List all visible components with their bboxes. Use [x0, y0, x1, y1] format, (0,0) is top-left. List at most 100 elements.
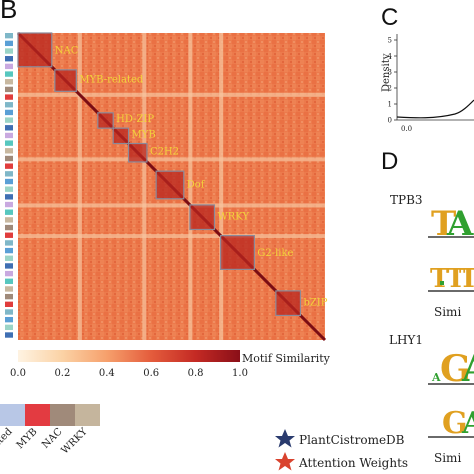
- legend-attention-weights: Attention Weights: [298, 456, 408, 470]
- svg-text:A: A: [461, 406, 474, 441]
- legend-label-myb: MYB: [15, 426, 40, 451]
- sidebar-segment: [5, 217, 13, 223]
- x-tick-label: 0.0: [401, 125, 412, 133]
- cluster-label-wrky: WRKY: [217, 212, 249, 223]
- motif-similarity-heatmap: NAC MYB-related HD-ZIP MYB C2H2 Dof WRKY G2-lik…: [0, 31, 331, 460]
- cluster-outline-hd-zip: [97, 112, 114, 129]
- y-tick-label: 5: [388, 37, 392, 45]
- cluster-label-myb: MYB: [132, 129, 156, 140]
- sidebar-segment: [5, 232, 13, 238]
- sidebar-segment: [5, 263, 13, 269]
- colorbar-tick-label: 0.6: [143, 368, 159, 379]
- cluster-block-dof: [156, 171, 184, 199]
- legend-swatch-related: [0, 404, 25, 426]
- sidebar-segment: [5, 178, 13, 185]
- plantcistromedb-star-icon: [275, 429, 295, 448]
- cluster-block-myb-related: [54, 69, 77, 92]
- legend-label-wrky: WRKY: [59, 426, 89, 456]
- cluster-label-bzip: bZIP: [303, 298, 327, 309]
- texture-stripe-h: [18, 157, 325, 162]
- sidebar-segment: [5, 79, 13, 85]
- sidebar-segment: [5, 224, 13, 231]
- cluster-labels: NAC MYB-related HD-ZIP MYB C2H2 Dof WRKY G2-lik…: [55, 45, 328, 308]
- motif-name-lhy1: LHY1: [389, 333, 423, 347]
- sidebar-segment: [5, 163, 13, 169]
- cluster-label-g2-like: G2-like: [257, 248, 293, 259]
- cluster-outline-g2-like: [220, 235, 255, 270]
- sidebar-segment: [5, 40, 13, 47]
- svg-text:A: A: [431, 371, 441, 384]
- y-ticks: 0 1 2 3 4 5: [388, 37, 397, 125]
- sidebar-segment: [5, 56, 13, 62]
- sidebar-segment: [5, 278, 13, 284]
- cluster-label-dof: Dof: [187, 180, 206, 191]
- cluster-label-c2h2: C2H2: [150, 147, 179, 158]
- texture-stripe-v: [77, 33, 82, 340]
- legend-label-related: related: [0, 426, 15, 460]
- motif-logos: TPB3 T A T T T Simi LHY1 A G A G A Simi …: [275, 193, 474, 471]
- sidebar-segment: [5, 201, 13, 208]
- sidebar-segment: [5, 194, 13, 200]
- svg-text:A: A: [461, 348, 474, 390]
- cluster-outline-nac: [17, 32, 53, 68]
- cluster-outline-myb-related: [54, 69, 77, 92]
- sidebar-segment: [5, 247, 13, 254]
- colorbar-tick-label: 0.0: [10, 368, 26, 379]
- texture-stripe-v: [142, 33, 147, 340]
- cluster-blocks: [17, 32, 302, 317]
- sidebar-segment: [5, 316, 13, 323]
- y-tick-label: 2: [388, 85, 392, 93]
- sidebar-segment: [5, 209, 13, 215]
- svg-text:A: A: [446, 204, 474, 244]
- svg-text:T: T: [459, 264, 474, 294]
- texture-stripe-h: [18, 203, 325, 208]
- cluster-outline-c2h2: [127, 142, 148, 163]
- sidebar-segment: [5, 48, 13, 54]
- cluster-label-nac: NAC: [55, 45, 79, 56]
- heatmap-stripes: [18, 33, 325, 340]
- sidebar-segment: [5, 240, 13, 246]
- sidebar-segment: [5, 102, 13, 108]
- colorbar-tick-label: 1.0: [232, 368, 248, 379]
- sidebar-segment: [5, 301, 13, 307]
- y-tick-label: 0: [388, 117, 392, 125]
- cluster-block-myb: [113, 128, 129, 144]
- legend-swatch-wrky: [75, 404, 100, 426]
- cluster-outline-bzip: [275, 290, 302, 317]
- texture-stripe-h: [18, 234, 325, 239]
- cluster-label-myb-related: MYB-related: [79, 75, 144, 86]
- legend-plantcistromedb: PlantCistromeDB: [299, 433, 405, 447]
- sidebar-segment: [5, 286, 13, 292]
- cluster-label-hd-zip: HD-ZIP: [116, 114, 154, 125]
- similarity-label-2: Simi: [434, 451, 461, 465]
- sidebar-segment: [5, 186, 13, 192]
- sidebar-segment: [5, 109, 13, 116]
- texture-stripe-v: [219, 33, 224, 340]
- cluster-outline-dof: [155, 170, 185, 200]
- texture-stripe-v: [188, 33, 193, 340]
- logo-tpb3-predicted: T T T: [428, 264, 474, 294]
- cluster-block-bzip: [275, 290, 301, 316]
- cluster-block-g2-like: [220, 235, 255, 270]
- logo-lhy1: A G A: [428, 348, 474, 390]
- colorbar: [18, 350, 240, 362]
- sidebar-segment: [5, 71, 13, 77]
- cluster-block-c2h2: [128, 143, 147, 162]
- sidebar-segment: [5, 270, 13, 277]
- y-tick-label: 3: [388, 69, 392, 77]
- sidebar-segment: [5, 94, 13, 100]
- y-tick-label: 1: [388, 101, 392, 109]
- panel-d-label: D: [381, 148, 399, 175]
- density-plot: 0 1 2 3 4 5 Density 0.0: [381, 34, 474, 133]
- panel-b-label: B: [0, 0, 18, 24]
- sidebar-segment: [5, 125, 13, 131]
- logo-tpb3: T A: [428, 204, 474, 244]
- panel-c-label: C: [381, 4, 399, 31]
- legend-swatch-nac: [50, 404, 75, 426]
- logo-lhy1-predicted: G A: [428, 406, 474, 441]
- sidebar-segment: [5, 155, 13, 162]
- cluster-block-wrky: [189, 204, 215, 230]
- svg-text:T: T: [446, 264, 466, 294]
- sidebar-segment: [5, 148, 13, 154]
